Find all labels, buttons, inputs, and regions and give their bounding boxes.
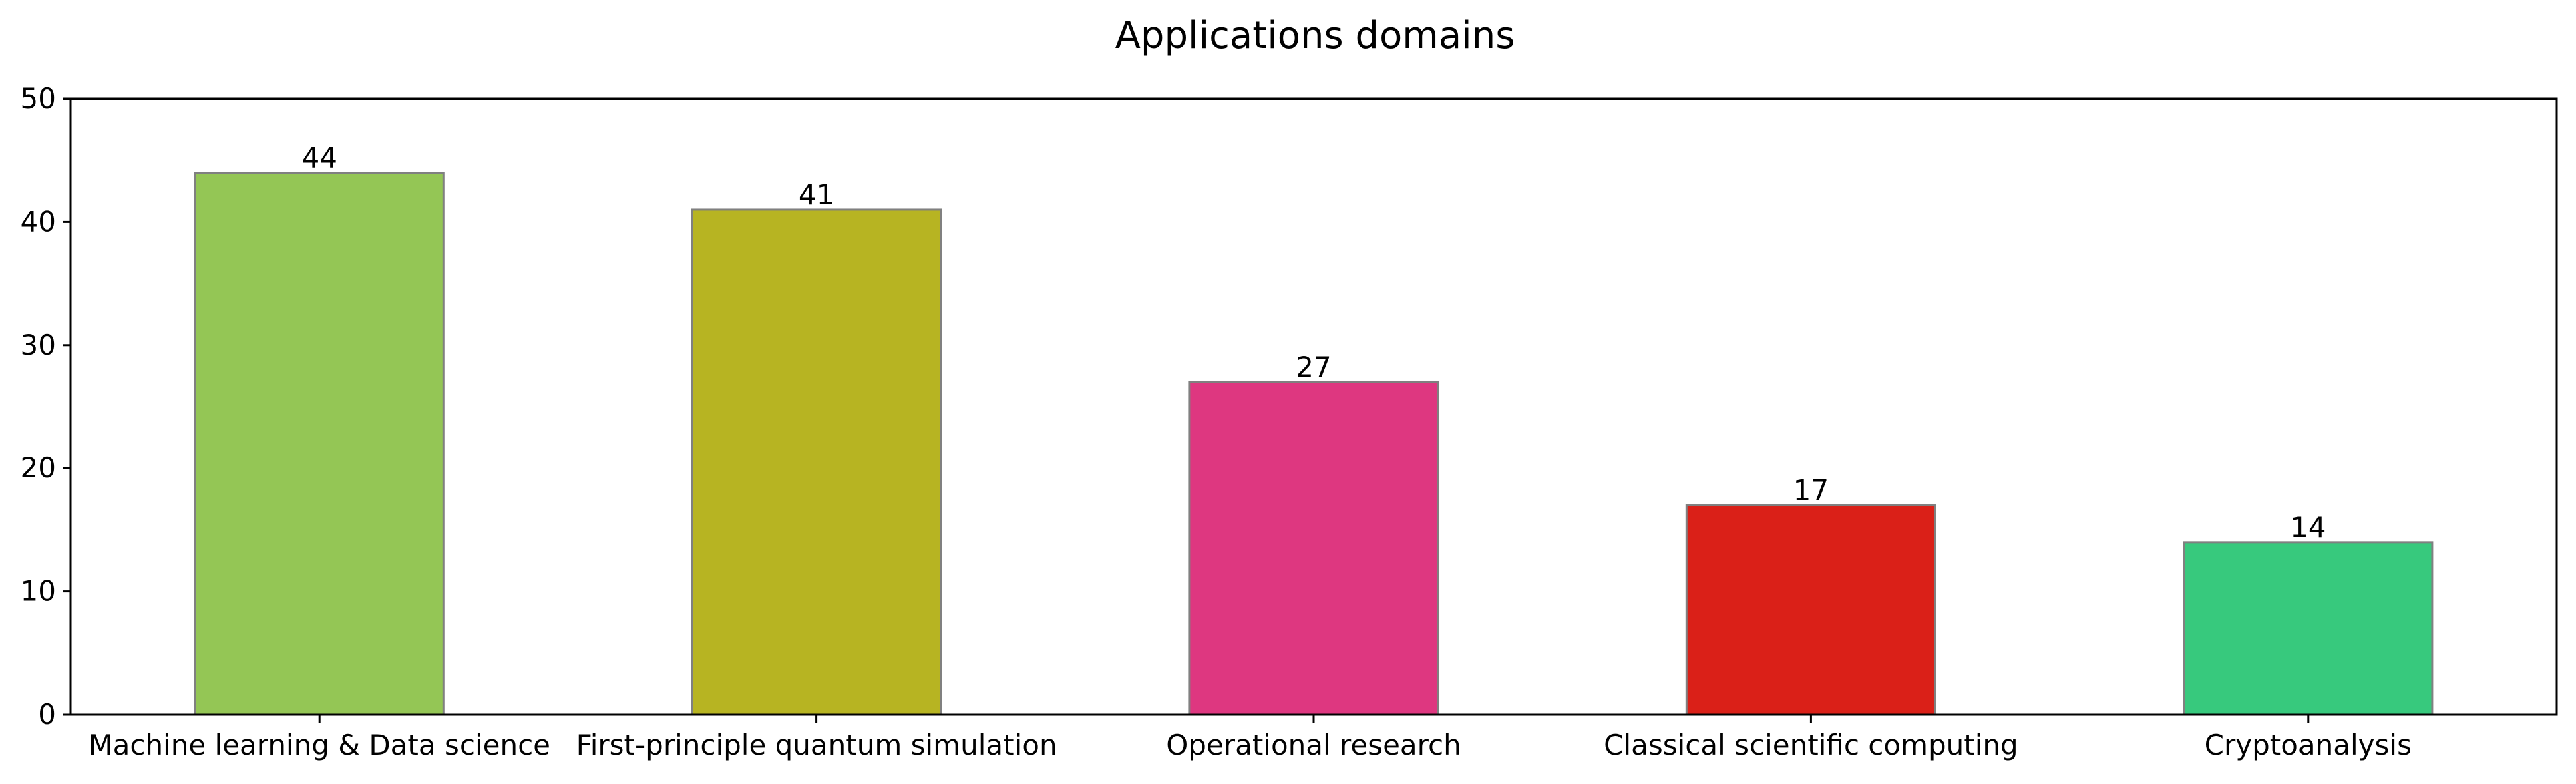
y-tick-label: 30 bbox=[21, 329, 56, 361]
bar bbox=[1685, 504, 1937, 716]
bar-value-label: 44 bbox=[301, 142, 337, 174]
chart-title: Applications domains bbox=[1115, 14, 1515, 57]
x-tick-label: Classical scientific computing bbox=[1604, 729, 2018, 761]
y-tick-label: 50 bbox=[21, 82, 56, 115]
bar bbox=[194, 172, 445, 716]
x-tick-label: Operational research bbox=[1166, 729, 1461, 761]
y-tick-label: 40 bbox=[21, 205, 56, 238]
bar bbox=[691, 208, 942, 716]
bar bbox=[2183, 541, 2434, 716]
bars-group bbox=[194, 172, 2434, 716]
x-tick-label: First-principle quantum simulation bbox=[576, 729, 1057, 761]
plot-frame bbox=[69, 97, 2558, 716]
bar-value-label: 27 bbox=[1296, 351, 1331, 383]
bar-value-label: 41 bbox=[799, 178, 834, 211]
x-axis: Machine learning & Data science First-pri… bbox=[88, 715, 2412, 761]
data-labels-group: 44 41 27 17 14 bbox=[301, 142, 2326, 544]
y-axis: 0 10 20 30 40 50 bbox=[21, 82, 71, 731]
y-tick-label: 10 bbox=[21, 575, 56, 608]
x-tick-label: Machine learning & Data science bbox=[88, 729, 550, 761]
bar-value-label: 17 bbox=[1793, 474, 1829, 507]
x-tick-label: Cryptoanalysis bbox=[2205, 729, 2412, 761]
y-tick-label: 20 bbox=[21, 451, 56, 484]
bar bbox=[1188, 381, 1439, 716]
bar-value-label: 14 bbox=[2290, 511, 2326, 544]
y-tick-label: 0 bbox=[38, 698, 56, 731]
